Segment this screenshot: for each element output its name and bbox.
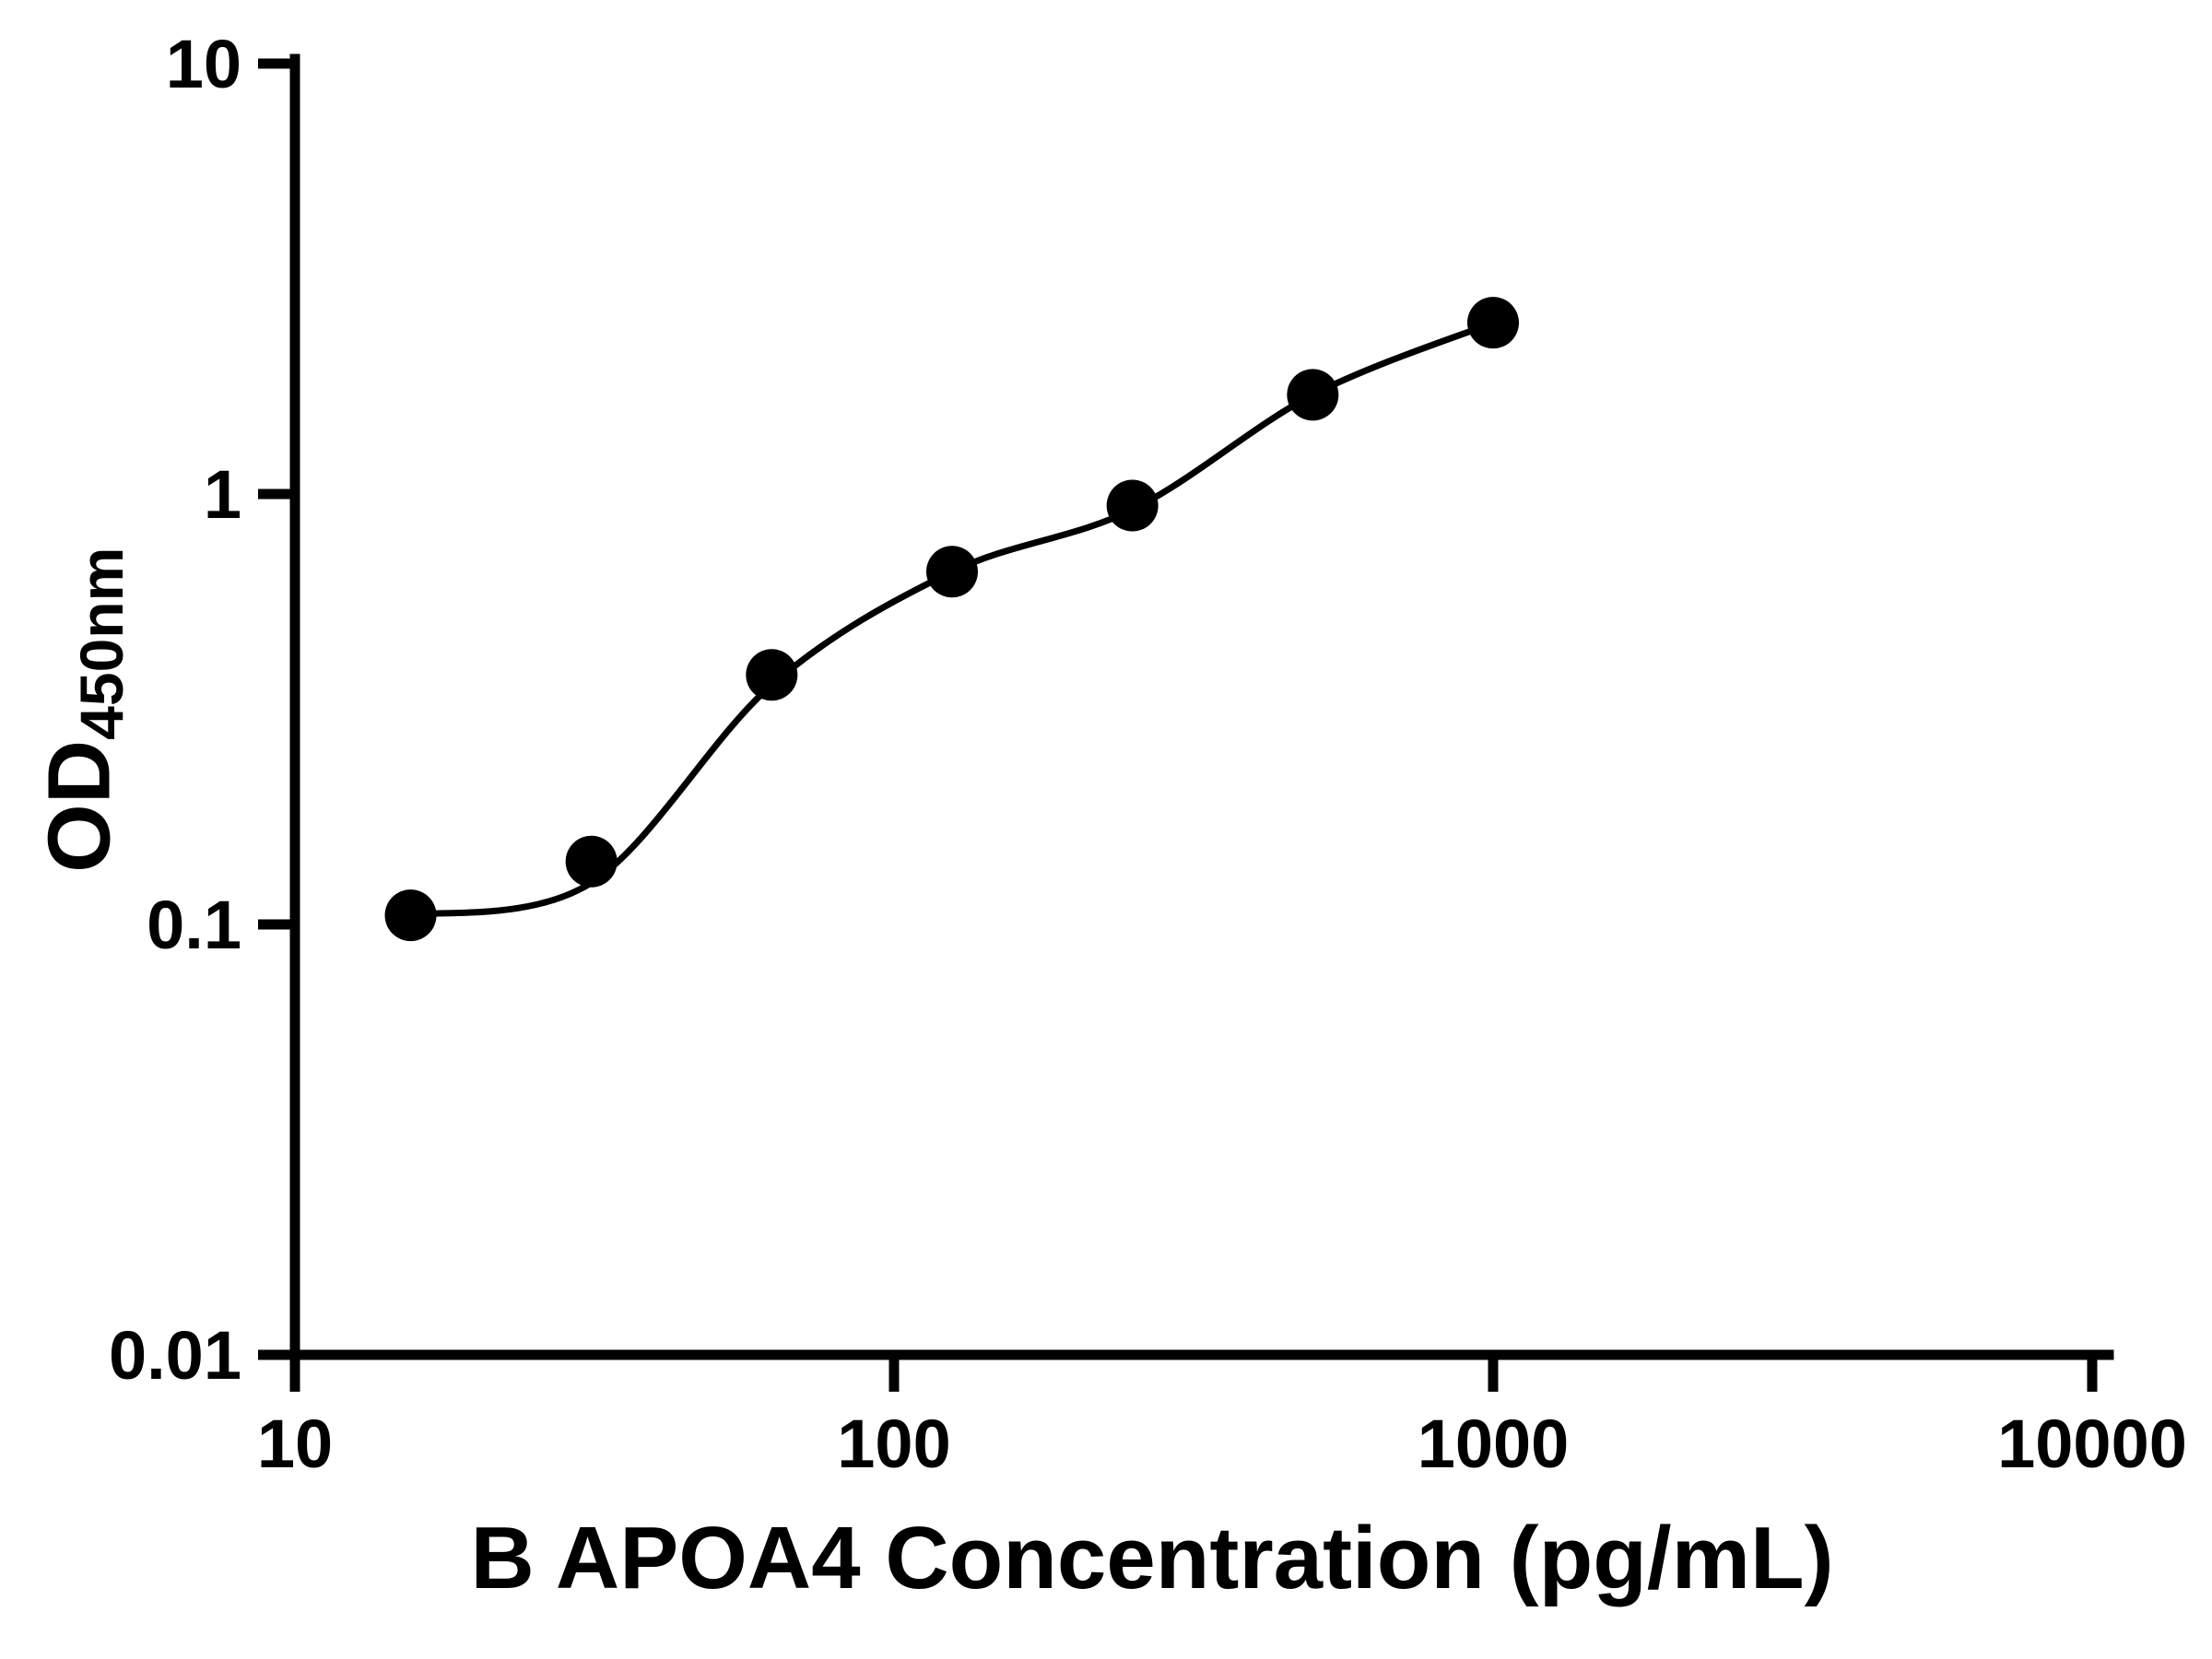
data-point (1106, 479, 1159, 532)
x-axis-title: B APOA4 Concentration (pg/mL) (470, 1509, 1834, 1607)
y-axis-title-main: OD (29, 739, 129, 873)
data-point (746, 649, 798, 701)
data-point (1287, 369, 1339, 421)
data-point (1467, 297, 1519, 349)
x-tick-label: 10 (257, 1406, 333, 1482)
x-tick-label: 1000 (1418, 1406, 1570, 1482)
y-tick-label: 10 (166, 26, 241, 102)
x-tick-label: 10000 (1997, 1406, 2187, 1482)
y-axis-title: OD450nm (6, 65, 162, 1355)
y-axis-title-subscript: 450nm (67, 547, 136, 740)
y-tick-label: 0.1 (147, 887, 241, 963)
y-tick-label: 0.01 (109, 1317, 241, 1394)
y-axis-title-text: OD450nm (30, 547, 136, 872)
y-tick-label: 1 (204, 456, 241, 533)
data-point (565, 835, 618, 888)
x-tick-label: 100 (837, 1406, 950, 1482)
axis-spine (289, 53, 2114, 1360)
data-point (925, 546, 978, 598)
data-point (384, 889, 437, 942)
